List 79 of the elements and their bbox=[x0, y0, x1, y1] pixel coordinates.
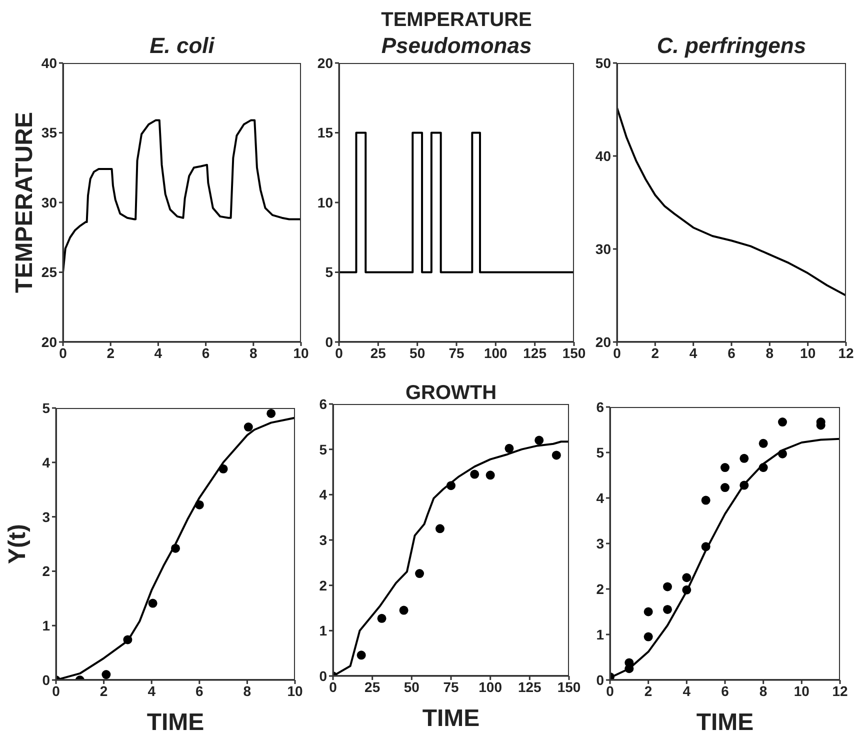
y-tick-label: 4 bbox=[319, 486, 328, 503]
x-tick-label: 8 bbox=[759, 682, 768, 699]
x-tick-label: 8 bbox=[243, 682, 252, 699]
y-tick-label: 5 bbox=[325, 264, 334, 280]
x-tick-label: 12 bbox=[832, 682, 848, 699]
y-tick-label: 6 bbox=[596, 398, 604, 415]
chart-subtitle: C. perfringens bbox=[656, 33, 806, 58]
y-tick-label: 0 bbox=[325, 334, 334, 350]
x-tick-label: 2 bbox=[106, 344, 115, 361]
x-tick-label: 8 bbox=[250, 344, 258, 361]
x-tick-label: 6 bbox=[721, 682, 730, 699]
x-tick-label: 4 bbox=[682, 682, 691, 699]
y-tick-label: 25 bbox=[41, 264, 58, 280]
x-tick-label: 8 bbox=[766, 344, 774, 361]
y-tick-label: 50 bbox=[595, 54, 612, 71]
x-tick-label: 0 bbox=[613, 344, 622, 361]
x-tick-label: 6 bbox=[202, 344, 210, 361]
x-tick-label: 6 bbox=[196, 682, 204, 699]
x-tick-label: 150 bbox=[562, 344, 586, 361]
x-tick-label: 6 bbox=[728, 344, 736, 361]
chart-subtitle: Pseudomonas bbox=[381, 33, 532, 58]
chart-title: TEMPERATURE bbox=[380, 9, 533, 32]
y-tick-label: 40 bbox=[41, 54, 58, 71]
y-tick-label: 30 bbox=[41, 194, 58, 210]
x-tick-label: 10 bbox=[794, 682, 810, 699]
y-tick-label: 1 bbox=[319, 622, 328, 639]
x-axis-title: TIME bbox=[422, 705, 480, 732]
x-tick-label: 10 bbox=[293, 344, 309, 361]
chart-title: GROWTH bbox=[405, 382, 497, 404]
y-tick-label: 35 bbox=[41, 124, 58, 141]
x-tick-label: 125 bbox=[523, 344, 547, 361]
y-axis-title: TEMPERATURE bbox=[11, 112, 38, 293]
y-tick-label: 10 bbox=[317, 194, 334, 210]
y-tick-label: 2 bbox=[319, 577, 328, 594]
y-tick-label: 3 bbox=[42, 508, 50, 525]
y-tick-label: 1 bbox=[42, 618, 50, 634]
y-tick-label: 5 bbox=[596, 444, 604, 460]
x-tick-label: 25 bbox=[370, 344, 386, 361]
x-tick-label: 2 bbox=[100, 682, 108, 699]
y-tick-label: 20 bbox=[41, 334, 58, 350]
y-tick-label: 5 bbox=[319, 441, 328, 458]
x-tick-label: 50 bbox=[410, 344, 426, 361]
x-tick-label: 2 bbox=[644, 682, 652, 699]
x-tick-label: 10 bbox=[287, 682, 303, 699]
y-tick-label: 2 bbox=[596, 580, 604, 597]
x-tick-label: 150 bbox=[557, 678, 581, 695]
x-tick-label: 125 bbox=[518, 678, 542, 695]
x-tick-label: 75 bbox=[448, 344, 464, 361]
x-tick-label: 4 bbox=[154, 344, 162, 361]
x-tick-label: 2 bbox=[651, 344, 660, 361]
y-tick-label: 2 bbox=[42, 563, 50, 580]
y-tick-label: 4 bbox=[42, 454, 50, 470]
y-tick-label: 20 bbox=[595, 334, 612, 350]
x-tick-label: 100 bbox=[484, 344, 508, 361]
x-tick-label: 75 bbox=[443, 678, 459, 695]
x-tick-label: 0 bbox=[335, 344, 344, 361]
y-tick-label: 40 bbox=[595, 148, 612, 164]
x-tick-label: 4 bbox=[689, 344, 698, 361]
y-tick-label: 6 bbox=[319, 396, 328, 412]
x-tick-label: 4 bbox=[148, 682, 156, 699]
y-tick-label: 3 bbox=[596, 535, 604, 552]
chart-subtitle: E. coli bbox=[150, 33, 214, 58]
y-axis-title: Y(t) bbox=[4, 524, 31, 564]
x-tick-label: 100 bbox=[478, 678, 502, 695]
x-tick-label: 25 bbox=[364, 678, 380, 695]
x-tick-label: 0 bbox=[59, 344, 68, 361]
x-tick-label: 50 bbox=[404, 678, 420, 695]
y-tick-label: 15 bbox=[317, 124, 334, 141]
y-tick-label: 3 bbox=[319, 532, 328, 548]
y-tick-label: 0 bbox=[319, 668, 328, 684]
x-tick-label: 12 bbox=[838, 344, 854, 361]
y-tick-label: 30 bbox=[595, 240, 612, 257]
x-tick-label: 10 bbox=[800, 344, 816, 361]
y-tick-label: 1 bbox=[596, 626, 604, 642]
x-axis-title: TIME bbox=[146, 709, 204, 736]
y-tick-label: 20 bbox=[317, 54, 334, 71]
y-tick-label: 4 bbox=[596, 490, 604, 506]
x-axis-title: TIME bbox=[696, 709, 754, 736]
y-tick-label: 5 bbox=[42, 400, 50, 416]
